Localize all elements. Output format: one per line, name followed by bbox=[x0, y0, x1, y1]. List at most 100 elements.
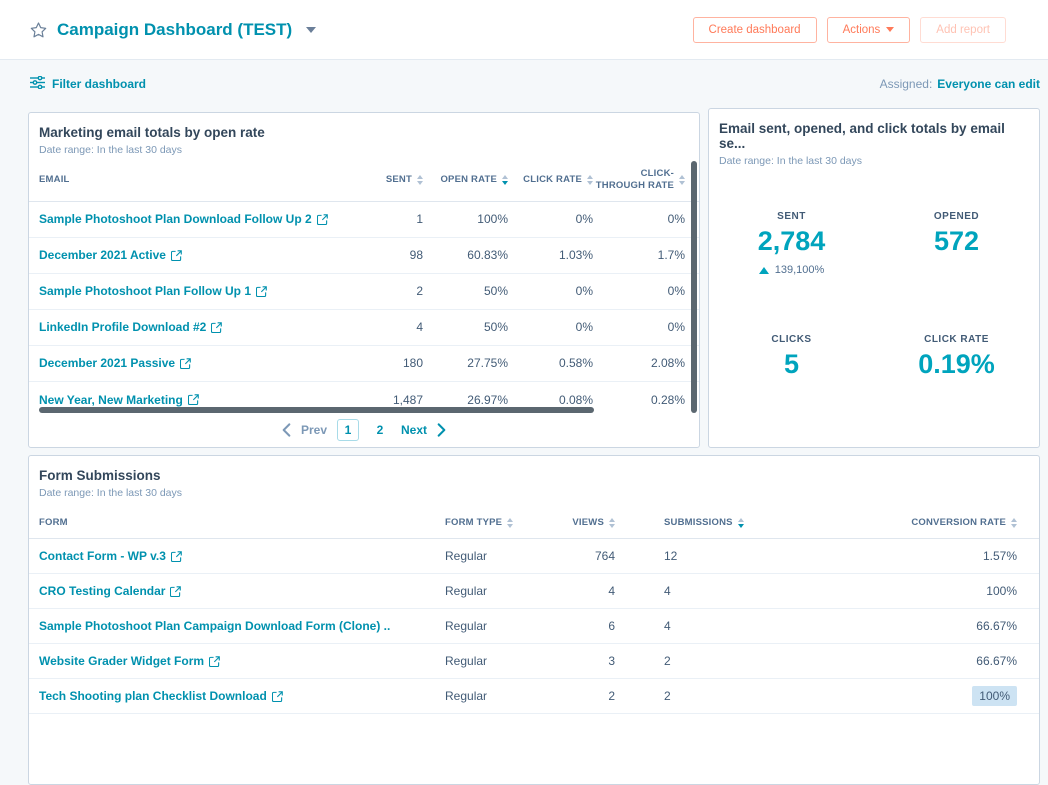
external-link-icon bbox=[180, 357, 191, 369]
email-link[interactable]: Sample Photoshoot Plan Follow Up 1 bbox=[39, 284, 353, 298]
column-header-form[interactable]: FORM bbox=[39, 517, 68, 528]
metric-click-rate-value: 0.19% bbox=[918, 349, 995, 379]
column-header-form-type[interactable]: FORM TYPE bbox=[445, 517, 535, 529]
column-header-views[interactable]: VIEWS bbox=[535, 517, 615, 529]
prev-page-chevron-icon[interactable] bbox=[282, 423, 291, 437]
email-totals-date-range: Date range: In the last 30 days bbox=[719, 155, 863, 167]
form-table-body: Contact Form - WP v.3 Regular 764 12 1.5… bbox=[29, 539, 1039, 715]
table-row: Contact Form - WP v.3 Regular 764 12 1.5… bbox=[29, 539, 1039, 575]
click-through-rate-value: 0% bbox=[667, 320, 685, 335]
external-link-icon bbox=[211, 321, 223, 333]
open-rate-value: 27.75% bbox=[467, 356, 508, 371]
top-header: Campaign Dashboard (TEST) Create dashboa… bbox=[0, 0, 1048, 60]
metric-sent-value: 2,784 bbox=[757, 226, 826, 256]
form-type-value: Regular bbox=[445, 584, 488, 599]
assigned-info: Assigned: Everyone can edit bbox=[880, 77, 1040, 91]
open-rate-value: 100% bbox=[477, 212, 508, 227]
email-link[interactable]: Sample Photoshoot Plan Download Follow U… bbox=[39, 212, 353, 226]
metric-sent-label: SENT bbox=[777, 211, 806, 222]
table-row: Sample Photoshoot Plan Download Follow U… bbox=[29, 202, 699, 238]
assigned-value-link[interactable]: Everyone can edit bbox=[937, 77, 1040, 91]
page-number-1[interactable]: 1 bbox=[337, 419, 359, 441]
sort-icon[interactable] bbox=[737, 518, 744, 529]
filter-bar: Filter dashboard Assigned: Everyone can e… bbox=[30, 60, 1040, 108]
submissions-value: 4 bbox=[664, 619, 671, 634]
next-page-button[interactable]: Next bbox=[401, 423, 428, 437]
assigned-label: Assigned: bbox=[879, 77, 933, 91]
horizontal-scrollbar[interactable] bbox=[39, 407, 594, 413]
actions-button[interactable]: Actions bbox=[826, 16, 911, 43]
column-header-click-through-rate[interactable]: CLICK-THROUGH RATE bbox=[593, 168, 685, 193]
views-value: 764 bbox=[594, 549, 615, 564]
metric-opened-label: OPENED bbox=[933, 211, 980, 222]
open-rate-value: 60.83% bbox=[467, 248, 508, 263]
email-totals-metrics: SENT 2,784 139,100% OPENED 572 CLICKS 5 … bbox=[709, 211, 1039, 380]
form-type-value: Regular bbox=[445, 689, 488, 704]
form-link[interactable]: Tech Shooting plan Checklist Download bbox=[39, 689, 445, 703]
click-rate-value: 0% bbox=[575, 284, 593, 299]
form-link[interactable]: CRO Testing Calendar bbox=[39, 584, 445, 598]
form-link[interactable]: Website Grader Widget Form bbox=[39, 654, 445, 668]
column-header-email[interactable]: EMAIL bbox=[39, 174, 70, 186]
email-report-date-range: Date range: In the last 30 days bbox=[39, 144, 183, 156]
email-link[interactable]: December 2021 Passive bbox=[39, 356, 353, 370]
sent-value: 180 bbox=[402, 356, 423, 371]
form-submissions-card: Form Submissions Date range: In the last… bbox=[28, 455, 1040, 785]
external-link-icon bbox=[316, 213, 328, 225]
add-report-button[interactable]: Add report bbox=[920, 16, 1006, 43]
favorite-star-icon[interactable] bbox=[30, 21, 47, 38]
views-value: 6 bbox=[608, 619, 615, 634]
metric-clicks: CLICKS 5 bbox=[709, 334, 874, 380]
email-link[interactable]: December 2021 Active bbox=[39, 248, 353, 262]
table-row: Sample Photoshoot Plan Follow Up 1 2 50%… bbox=[29, 274, 699, 310]
page-number-2[interactable]: 2 bbox=[376, 423, 384, 437]
form-type-value: Regular bbox=[445, 619, 488, 634]
table-row: Sample Photoshoot Plan Campaign Download… bbox=[29, 609, 1039, 645]
table-row: Tech Shooting plan Checklist Download Re… bbox=[29, 679, 1039, 715]
sent-value: 98 bbox=[409, 248, 423, 263]
form-submissions-date-range: Date range: In the last 30 days bbox=[39, 487, 183, 499]
sort-icon[interactable] bbox=[502, 175, 508, 186]
email-totals-card: Email sent, opened, and click totals by … bbox=[708, 108, 1040, 448]
sort-icon[interactable] bbox=[679, 175, 685, 186]
metric-sent-delta-value: 139,100% bbox=[774, 264, 825, 276]
form-submissions-title: Form Submissions bbox=[39, 468, 161, 483]
form-link[interactable]: Sample Photoshoot Plan Campaign Download… bbox=[39, 619, 391, 634]
dashboard-title-group[interactable]: Campaign Dashboard (TEST) bbox=[30, 20, 317, 40]
title-dropdown-caret-icon[interactable] bbox=[306, 26, 317, 33]
column-header-conversion-rate[interactable]: CONVERSION RATE bbox=[784, 517, 1017, 529]
sort-icon[interactable] bbox=[1011, 518, 1017, 529]
sort-icon[interactable] bbox=[417, 175, 423, 186]
email-report-card: Marketing email totals by open rate Date… bbox=[28, 112, 700, 448]
external-link-icon bbox=[256, 285, 267, 297]
conversion-rate-value: 66.67% bbox=[784, 619, 1017, 633]
open-rate-value: 26.97% bbox=[467, 392, 508, 407]
views-value: 3 bbox=[608, 654, 615, 669]
filter-dashboard-link[interactable]: Filter dashboard bbox=[30, 75, 147, 92]
sort-icon[interactable] bbox=[587, 175, 593, 186]
metric-clicks-label: CLICKS bbox=[771, 334, 812, 345]
column-header-click-rate[interactable]: CLICK RATE bbox=[508, 174, 593, 186]
email-table-body: Sample Photoshoot Plan Download Follow U… bbox=[29, 202, 699, 418]
external-link-icon bbox=[170, 249, 182, 261]
form-link[interactable]: Contact Form - WP v.3 bbox=[39, 549, 445, 563]
email-link[interactable]: LinkedIn Profile Download #2 bbox=[39, 320, 353, 334]
sort-icon[interactable] bbox=[507, 518, 514, 529]
column-header-submissions[interactable]: SUBMISSIONS bbox=[615, 517, 784, 529]
table-row: LinkedIn Profile Download #2 4 50% 0% 0% bbox=[29, 310, 699, 346]
column-header-open-rate[interactable]: OPEN RATE bbox=[423, 174, 508, 186]
table-row: December 2021 Passive 180 27.75% 0.58% 2… bbox=[29, 346, 699, 382]
click-through-rate-value: 1.7% bbox=[657, 248, 685, 263]
external-link-icon bbox=[271, 691, 283, 702]
column-header-sent[interactable]: SENT bbox=[353, 174, 423, 186]
click-through-rate-value: 0% bbox=[667, 284, 685, 299]
sort-icon[interactable] bbox=[609, 518, 615, 529]
views-value: 2 bbox=[608, 689, 615, 704]
next-page-chevron-icon[interactable] bbox=[437, 423, 446, 437]
email-link[interactable]: New Year, New Marketing bbox=[39, 393, 353, 407]
conversion-rate-value: 100% bbox=[784, 686, 1017, 707]
vertical-scrollbar[interactable] bbox=[691, 161, 697, 413]
create-dashboard-button[interactable]: Create dashboard bbox=[692, 16, 817, 43]
prev-page-button[interactable]: Prev bbox=[300, 423, 327, 437]
filter-dashboard-label: Filter dashboard bbox=[52, 77, 147, 91]
